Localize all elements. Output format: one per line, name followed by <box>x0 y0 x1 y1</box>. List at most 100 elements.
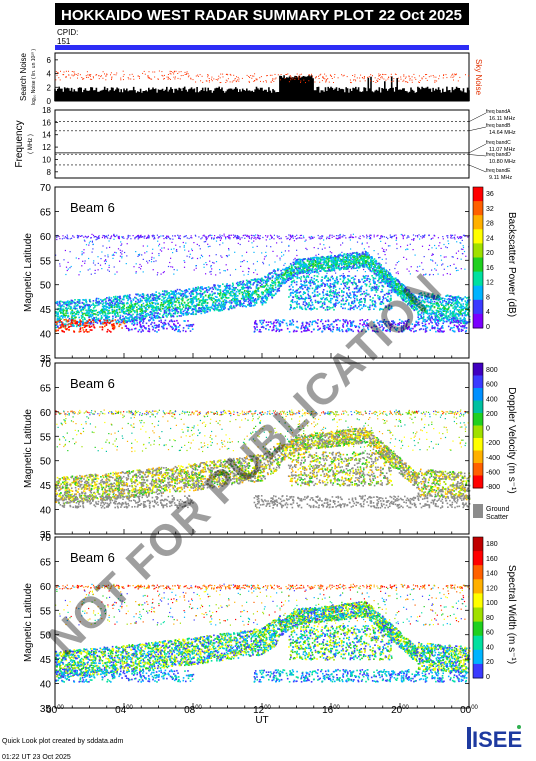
frequency-tick-label: 16 <box>42 118 51 127</box>
noise-panel: 6 4 2 0 Search Noise log₁₀ Noise ( lin. un … <box>19 49 483 106</box>
plot-date: 22 Oct 2025 <box>379 7 462 24</box>
frequency-ylabel-sub: ( MHz ) <box>28 134 34 154</box>
colorbar-tick-label: 200 <box>486 411 498 418</box>
frequency-band-label: freq bandC <box>486 140 511 146</box>
scatter-cells <box>55 233 471 333</box>
noise-ticks: 6 4 2 0 <box>47 56 58 106</box>
frequency-band-value: 14.64 MHz <box>489 130 516 136</box>
plot-title: HOKKAIDO WEST RADAR SUMMARY PLOT <box>61 7 374 24</box>
frequency-ylabel: Frequency <box>14 120 25 167</box>
colorbar-segment <box>473 201 483 216</box>
frequency-band-value: 10.80 MHz <box>489 159 516 165</box>
lat-tick-label: 70 <box>40 183 52 194</box>
ground-scatter-label-2: Scatter <box>486 514 509 521</box>
scatter-cells <box>55 583 471 683</box>
colorbar-tick-label: 160 <box>486 556 498 563</box>
colorbar-label: Backscatter Power (dB) <box>506 212 517 317</box>
colorbar-segment <box>473 215 483 230</box>
frequency-band-label: freq bandB <box>486 123 511 129</box>
colorbar-segment <box>473 313 483 329</box>
frequency-band-label: freq bandE <box>486 168 511 174</box>
colorbar-tick-label: 24 <box>486 235 494 242</box>
scatter-cells <box>55 409 471 509</box>
lat-tick-label: 50 <box>40 457 52 468</box>
lat-tick-label: 35 <box>40 704 52 715</box>
title-bar <box>55 3 469 25</box>
ground-scatter-swatch <box>473 504 483 518</box>
cpid-bar <box>55 45 469 50</box>
colorbar-segment <box>473 271 483 287</box>
frequency-band-label: freq bandA <box>486 109 511 115</box>
logo-text: ISEE <box>472 727 522 752</box>
time-tick-label: 1200 <box>253 705 271 716</box>
noise-tick-label: 6 <box>47 56 52 65</box>
noise-tick-label: 0 <box>47 97 52 106</box>
colorbar-segment <box>473 187 483 202</box>
lat-tick-label: 55 <box>40 606 52 617</box>
frequency-band-pointer <box>468 112 487 122</box>
frequency-panel: 18 16 14 12 10 8 Frequency ( MHz ) freq bandA… <box>14 106 516 181</box>
lat-tick-label: 65 <box>40 557 52 568</box>
colorbar-tick-label: 0 <box>486 426 490 433</box>
frequency-tick-label: 14 <box>42 131 51 140</box>
time-tick-label: 0400 <box>115 705 133 716</box>
panel-2: 70 65 60 55 50 45 40 35 Magnetic Latitude Beam 6 8… <box>23 359 517 541</box>
colorbar-tick-label: 140 <box>486 571 498 578</box>
noise-tick-label: 4 <box>47 70 52 79</box>
lat-tick-label: 65 <box>40 207 52 218</box>
colorbar-segment <box>473 635 483 651</box>
time-tick-label: 1600 <box>322 705 340 716</box>
lat-tick-label: 65 <box>40 383 52 394</box>
frequency-data <box>55 121 469 166</box>
colorbar-frame <box>472 536 484 679</box>
colorbar-segment <box>473 475 483 489</box>
noise-ylabel-sub: log₁₀ Noise ( lin. un 10²⁰ ) <box>31 49 37 105</box>
x-axis-label: UT <box>255 715 268 726</box>
colorbar-tick-label: -200 <box>486 440 500 447</box>
colorbar-segment <box>473 537 483 552</box>
time-axis: 0000 0400 0800 1200 1600 2000 0000 <box>46 705 478 716</box>
colorbar-tick-label: -400 <box>486 455 500 462</box>
time-tick-label: 0000 <box>460 705 478 716</box>
lat-tick-label: 55 <box>40 256 52 267</box>
colorbar-segment <box>473 649 483 665</box>
colorbar-frame <box>472 362 484 489</box>
footer-timestamp: 01:22 UT 23 Oct 2025 <box>2 754 71 761</box>
time-tick-label: 2000 <box>391 705 409 716</box>
colorbar-segment <box>473 607 483 623</box>
colorbar-tick-label: -800 <box>486 484 500 491</box>
colorbar-segment <box>473 621 483 637</box>
search-noise-bars <box>54 75 470 101</box>
lat-tick-label: 70 <box>40 359 52 370</box>
colorbar-tick-label: 20 <box>486 659 494 666</box>
lat-tick-label: 45 <box>40 481 52 492</box>
colorbar-tick-label: 36 <box>486 191 494 198</box>
colorbar-tick-label: 400 <box>486 396 498 403</box>
noise-ylabel: Search Noise <box>19 52 28 101</box>
lat-tick-label: 35 <box>40 530 52 541</box>
lat-tick-label: 40 <box>40 680 52 691</box>
colorbar-segment <box>473 450 483 464</box>
colorbar-tick-label: 120 <box>486 585 498 592</box>
lat-tick-label: 45 <box>40 655 52 666</box>
lat-tick-label: 60 <box>40 582 52 593</box>
colorbar-segment <box>473 363 483 376</box>
cpid-value: 151 <box>57 37 71 46</box>
lat-tick-label: 35 <box>40 354 52 365</box>
colorbar-segment <box>473 438 483 451</box>
frequency-tick-label: 12 <box>42 143 51 152</box>
colorbar-tick-label: 28 <box>486 221 494 228</box>
sky-noise-dots <box>55 70 470 84</box>
colorbar-segment <box>473 413 483 426</box>
panel-background <box>55 187 469 358</box>
lat-tick-label: 60 <box>40 232 52 243</box>
frequency-tick-label: 8 <box>47 168 52 177</box>
frequency-band-value: 9.11 MHz <box>489 175 512 181</box>
colorbar-tick-label: 0 <box>486 324 490 331</box>
lat-tick-label: 40 <box>40 330 52 341</box>
colorbar-tick-label: 4 <box>486 309 490 316</box>
lat-tick-label: 50 <box>40 631 52 642</box>
lat-tick-label: 60 <box>40 408 52 419</box>
panel-ylabel: Magnetic Latitude <box>23 233 34 312</box>
